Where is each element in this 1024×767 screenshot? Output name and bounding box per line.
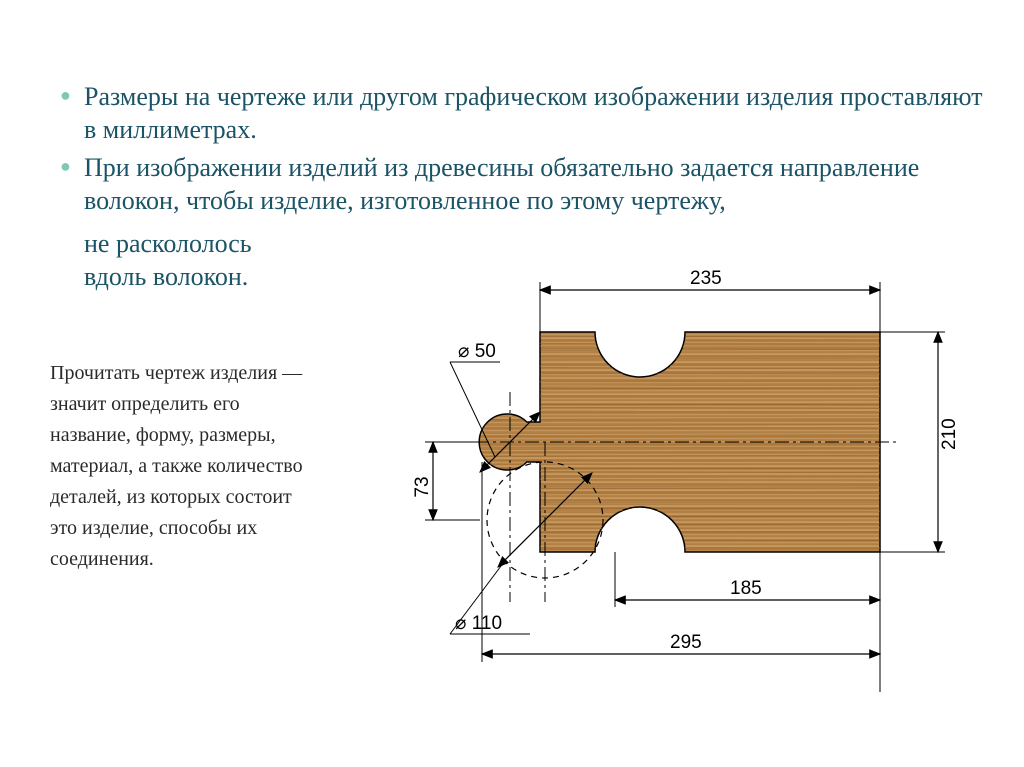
dim-73: 73: [412, 476, 433, 497]
bottom-paragraph: Прочитать чертеж изделия — значит опреде…: [50, 358, 320, 575]
dim-185: 185: [730, 578, 762, 599]
dim-210: 210: [939, 418, 960, 450]
technical-drawing: ⌀ 50 ⌀ 110 235 210 73 185 295: [330, 262, 990, 732]
main-bullets: Размеры на чертеже или другом графическо…: [60, 80, 984, 217]
bullet-1: Размеры на чертеже или другом графическо…: [60, 80, 984, 147]
dim-235: 235: [690, 268, 722, 289]
dim-295: 295: [670, 632, 702, 653]
dim-d110: ⌀ 110: [455, 613, 502, 634]
dim-d50: ⌀ 50: [458, 341, 496, 362]
bullet-2: При изображении изделий из древесины обя…: [60, 151, 984, 218]
continuation-1: не раскололось: [60, 227, 984, 260]
